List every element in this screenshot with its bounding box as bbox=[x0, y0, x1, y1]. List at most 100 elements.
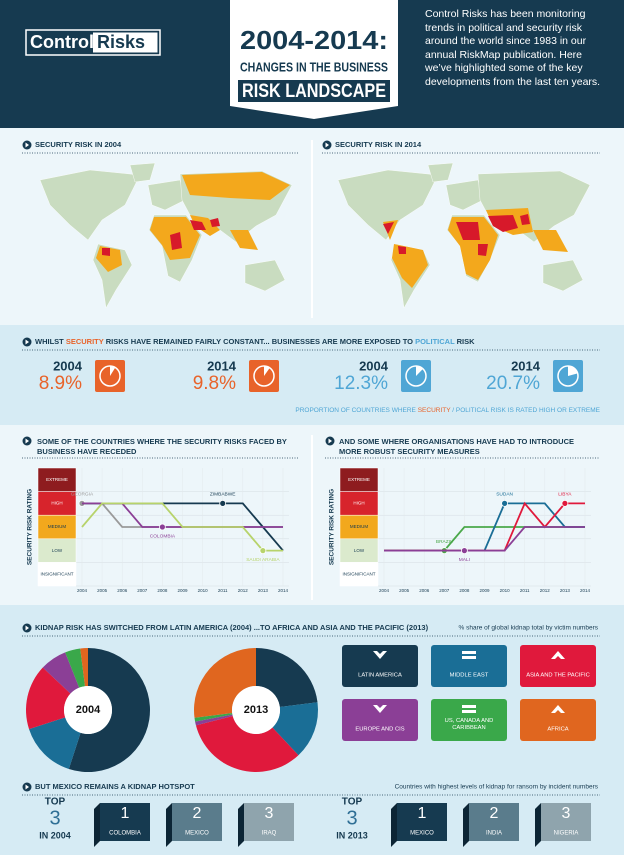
y-tick-label: EXTREME bbox=[46, 477, 68, 482]
note-part: PROPORTION OF COUNTRIES WHERE bbox=[295, 407, 417, 414]
top-count: 3 bbox=[346, 807, 357, 829]
stat-value: 20.7% bbox=[486, 373, 540, 394]
top-count: 3 bbox=[49, 807, 60, 829]
y-tick-label: EXTREME bbox=[348, 477, 370, 482]
intro-text: Control Risks has been monitoring trends… bbox=[425, 8, 601, 88]
top-year: IN 2004 bbox=[39, 830, 71, 840]
donut-segment bbox=[42, 652, 80, 694]
y-tick-label: MEDIUM bbox=[48, 524, 66, 529]
rank-fold bbox=[391, 803, 397, 847]
legend-label: EUROPE AND CIS bbox=[355, 727, 404, 733]
rank-country: NIGERIA bbox=[554, 831, 579, 837]
stat-year: 2004 bbox=[359, 358, 389, 373]
trend-icon bbox=[551, 651, 565, 659]
series-label: LIBYA bbox=[558, 492, 572, 498]
rank-country: INDIA bbox=[486, 831, 502, 837]
rank-number: 2 bbox=[193, 805, 202, 822]
legend-tile bbox=[520, 645, 596, 687]
x-tick-label: 2013 bbox=[560, 588, 571, 593]
x-tick-label: 2006 bbox=[419, 588, 430, 593]
rank-number: 2 bbox=[490, 805, 499, 822]
donut-segment bbox=[256, 648, 318, 707]
rank-box bbox=[172, 803, 222, 841]
series-marker bbox=[219, 499, 227, 507]
heading-part: SECURITY bbox=[66, 337, 104, 346]
pie-wedge bbox=[264, 366, 270, 376]
pie-wedge bbox=[416, 366, 423, 376]
donut-label: 2013 bbox=[244, 704, 268, 716]
x-tick-label: 2010 bbox=[500, 588, 511, 593]
heading-part: RISKS HAVE REMAINED FAIRLY CONSTANT... B… bbox=[104, 337, 415, 346]
risk-band bbox=[37, 562, 77, 587]
trend-icon bbox=[373, 705, 387, 713]
x-tick-label: 2012 bbox=[540, 588, 551, 593]
series-marker bbox=[158, 523, 166, 531]
donut-segment bbox=[68, 648, 151, 772]
y-tick-label: LOW bbox=[354, 548, 365, 553]
note-part: SECURITY bbox=[418, 407, 452, 414]
series-marker bbox=[501, 499, 509, 507]
legend-tile bbox=[431, 645, 507, 687]
note-part: POLITICAL bbox=[456, 407, 490, 414]
donut-hole bbox=[232, 686, 280, 734]
x-tick-label: 2009 bbox=[177, 588, 188, 593]
rank-box bbox=[397, 803, 447, 841]
donut-segment bbox=[194, 648, 256, 718]
logo-text: Risks bbox=[97, 32, 145, 52]
legend-label-box: US, CANADA AND CARIBBEAN bbox=[445, 718, 494, 731]
stat-value: 12.3% bbox=[334, 373, 388, 394]
rank-fold bbox=[166, 803, 172, 847]
heading: SECURITY RISK IN 2014 bbox=[335, 140, 422, 149]
series-marker bbox=[259, 547, 267, 554]
series-label: SUDAN bbox=[496, 492, 513, 498]
chart-note: % share of global kidnap total by victim… bbox=[459, 625, 599, 632]
x-tick-label: 2011 bbox=[218, 588, 228, 593]
heading: SECURITY RISK IN 2004 bbox=[35, 140, 122, 149]
x-tick-label: 2007 bbox=[137, 588, 148, 593]
rank-number: 1 bbox=[418, 805, 427, 822]
series-label: BRAZIL bbox=[436, 539, 453, 545]
legend-tile bbox=[431, 699, 507, 741]
heading-icon bbox=[328, 438, 332, 444]
rank-country: MEXICO bbox=[410, 831, 434, 837]
rank-number: 3 bbox=[265, 805, 274, 822]
donut-label: 2004 bbox=[76, 704, 101, 716]
rank-box bbox=[100, 803, 150, 841]
rank-fold bbox=[94, 803, 100, 847]
heading-part: POLITICAL bbox=[415, 337, 455, 346]
risk-band bbox=[339, 562, 379, 587]
rank-fold bbox=[463, 803, 469, 847]
donut-segment bbox=[29, 717, 81, 769]
rank-box bbox=[541, 803, 591, 841]
trend-icon bbox=[373, 651, 387, 659]
series-marker bbox=[561, 499, 569, 507]
x-tick-label: 2005 bbox=[97, 588, 108, 593]
chart-title: AND SOME WHERE ORGANISATIONS HAVE HAD TO… bbox=[339, 437, 575, 456]
series-label: MALI bbox=[459, 557, 470, 563]
stat-year: 2014 bbox=[511, 358, 541, 373]
note-part: / bbox=[450, 407, 455, 414]
world-map bbox=[337, 162, 591, 309]
stat-year: 2014 bbox=[207, 358, 237, 373]
rank-country: COLOMBIA bbox=[109, 831, 141, 837]
heading-icon bbox=[325, 142, 329, 148]
series-line bbox=[384, 526, 585, 552]
pie-wedge bbox=[568, 366, 578, 376]
x-tick-label: 2010 bbox=[198, 588, 209, 593]
trend-icon bbox=[462, 656, 476, 659]
y-axis-label: SECURITY RISK RATING bbox=[27, 489, 34, 565]
logo-text: Control bbox=[30, 32, 94, 52]
x-tick-label: 2008 bbox=[157, 588, 168, 593]
top-label: TOP bbox=[342, 797, 363, 808]
series-marker bbox=[460, 547, 468, 554]
legend-label: AFRICA bbox=[547, 727, 568, 733]
rank-country: IRAQ bbox=[262, 831, 277, 837]
title: 2004-2014: bbox=[240, 25, 388, 55]
donut-segment bbox=[272, 702, 318, 756]
y-tick-label: HIGH bbox=[51, 501, 62, 506]
y-tick-label: INSIGNIFICANT bbox=[342, 571, 375, 576]
heading-part: WHILST bbox=[35, 337, 66, 346]
x-tick-label: 2004 bbox=[77, 588, 88, 593]
stat-value: 8.9% bbox=[39, 373, 82, 394]
